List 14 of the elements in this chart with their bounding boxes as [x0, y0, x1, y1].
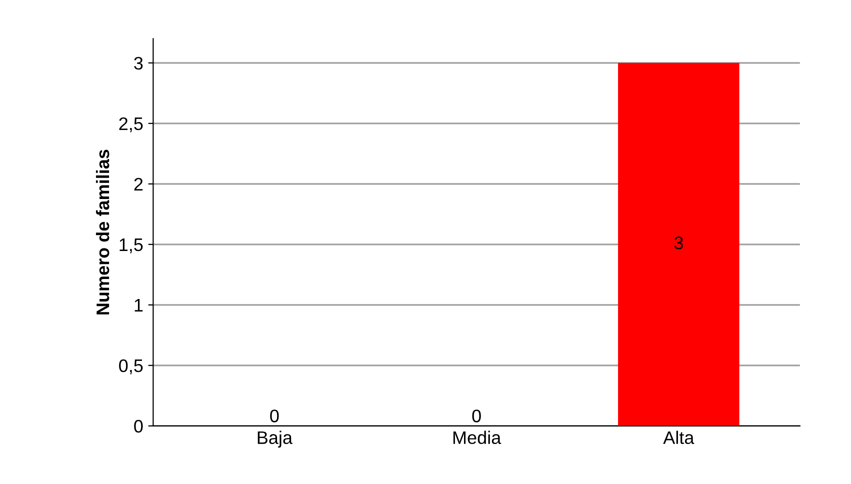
y-tick-label: 3 [134, 56, 143, 70]
y-tick-label: 2,5 [119, 117, 143, 132]
y-tick-label: 2 [134, 178, 143, 190]
x-tick-label: Baja [258, 430, 293, 448]
y-tick-label: 1 [134, 299, 143, 312]
y-tick-label: 0,5 [119, 359, 143, 374]
data-label: 0 [472, 410, 481, 422]
data-label: 0 [270, 410, 279, 422]
x-tick-label: Media [453, 430, 502, 444]
data-label: 3 [674, 236, 683, 250]
y-tick-label: 0 [134, 420, 143, 433]
x-tick-label: Alta [663, 430, 694, 444]
y-tick-label: 1,5 [120, 238, 143, 254]
y-axis-title: Numero de familias [96, 150, 110, 314]
